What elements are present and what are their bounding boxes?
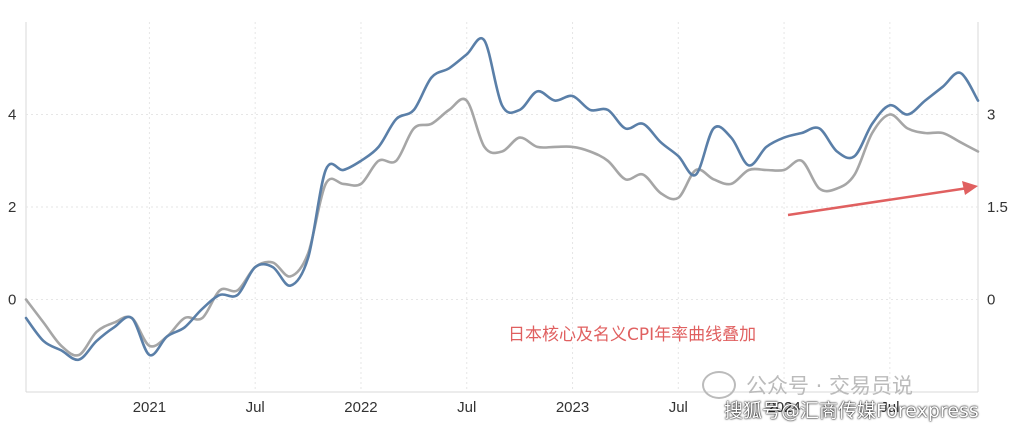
- x-tick-label: 2021: [133, 399, 166, 416]
- x-tick-label: Jul: [246, 399, 265, 416]
- right-axis: 01.53: [987, 107, 1008, 309]
- trend-arrow-head: [962, 181, 978, 195]
- watermark-wechat: 公众号 · 交易员说: [702, 370, 913, 400]
- x-tick-label: 2023: [556, 399, 589, 416]
- trend-arrow: [787, 186, 969, 217]
- x-tick-label: 2024: [767, 399, 800, 416]
- x-axis: 2021 Jul 2022 Jul 2023 Jul 2024 Jul: [133, 399, 900, 416]
- left-tick-label: 2: [8, 199, 16, 216]
- watermark-sohu: 搜狐号@汇商传媒Forexpress: [724, 396, 979, 423]
- chart-annotation: 日本核心及名义CPI年率曲线叠加: [508, 325, 756, 345]
- right-tick-label: 0: [987, 292, 995, 309]
- left-axis: 0 2 4: [8, 107, 16, 309]
- series-line-gray: [24, 97, 980, 357]
- right-tick-label: 1.5: [987, 199, 1008, 216]
- x-tick-label: 2022: [344, 399, 377, 416]
- series-layer: [24, 37, 980, 362]
- wechat-icon: [702, 371, 736, 399]
- left-tick-label: 0: [8, 292, 16, 309]
- right-tick-label: 3: [987, 107, 995, 124]
- grid-lines: [25, 22, 979, 393]
- watermark-line2: 搜狐号@汇商传媒Forexpress: [724, 400, 979, 422]
- series-line-blue: [24, 37, 980, 362]
- x-tick-label: Jul: [880, 399, 899, 416]
- x-tick-label: Jul: [669, 399, 688, 416]
- x-tick-label: Jul: [457, 399, 476, 416]
- watermark-line1: 公众号 · 交易员说: [746, 374, 914, 398]
- left-tick-label: 4: [8, 107, 16, 124]
